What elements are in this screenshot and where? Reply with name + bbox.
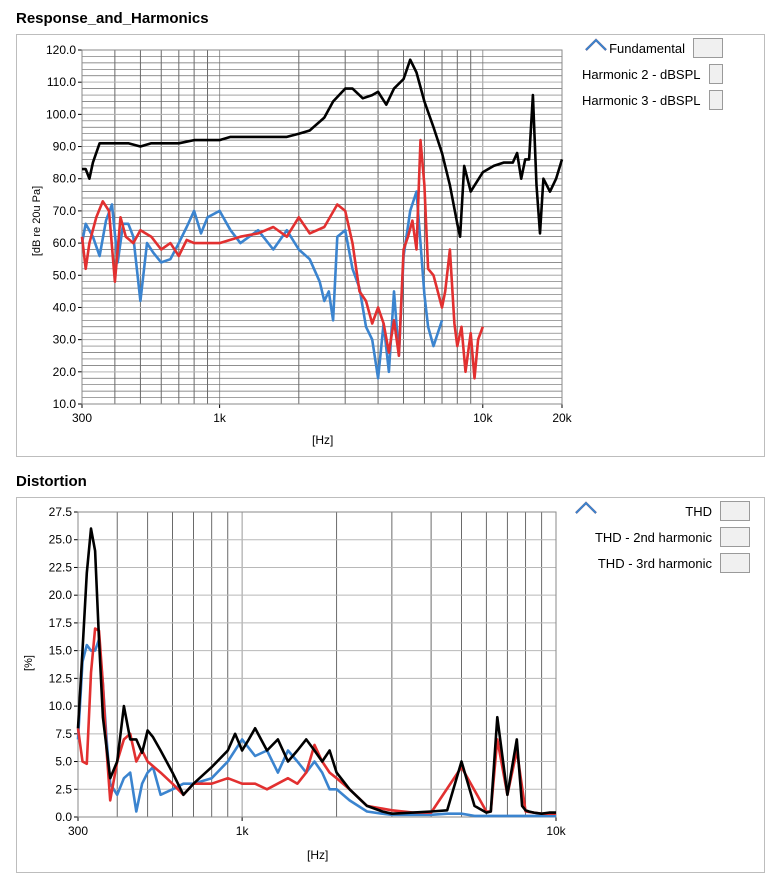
distortion-legend: THD THD - 2nd harmonic THD - 3rd harmoni… [572,498,750,576]
series-line [76,527,556,816]
response-ylabel: [dB re 20u Pa] [31,185,43,257]
y-tick-label: 0.0 [55,810,72,824]
y-tick-label: 50.0 [53,268,77,282]
y-tick-label: 12.5 [49,671,73,685]
y-tick-label: 27.5 [49,505,73,519]
series-line [80,138,485,380]
y-tick-label: 10.0 [53,397,77,411]
y-tick-label: 110.0 [47,75,76,89]
chart-title-distortion: Distortion [16,473,87,490]
legend-label: THD [685,503,712,519]
x-tick-label: 10k [473,411,493,425]
chart-title-response: Response_and_Harmonics [16,10,209,27]
y-tick-label: 30.0 [53,333,77,347]
y-tick-label: 60.0 [53,236,77,250]
legend-label: THD - 3rd harmonic [597,555,712,571]
y-tick-label: 40.0 [53,300,77,314]
y-tick-label: 22.5 [49,560,73,574]
legend-item-harmonic-2[interactable]: Harmonic 2 - dBSPL [582,38,723,87]
distortion-ylabel: [%] [23,655,35,671]
legend-label: Harmonic 3 - dBSPL [582,92,701,108]
y-tick-label: 10.0 [49,699,73,713]
response-legend: Fundamental Harmonic 2 - dBSPL Harmonic … [582,35,723,113]
y-tick-label: 2.5 [55,782,72,796]
y-tick-label: 80.0 [53,172,77,186]
x-tick-label: 10k [546,824,566,838]
y-tick-label: 7.5 [55,727,72,741]
legend-item-harmonic-3[interactable]: Harmonic 3 - dBSPL [582,38,723,113]
y-tick-label: 17.5 [49,616,73,630]
plot-frame [77,511,557,818]
legend-label: Harmonic 2 - dBSPL [582,66,701,82]
y-tick-label: 120.0 [46,43,76,57]
legend-item-thd-2nd[interactable]: THD - 2nd harmonic [572,501,750,550]
y-tick-label: 100.0 [46,107,76,121]
legend-swatch-black[interactable] [585,38,723,58]
legend-swatch-red[interactable] [575,501,750,547]
legend-item-thd-3rd[interactable]: THD - 3rd harmonic [572,501,750,576]
series-line [82,58,564,238]
legend-label: Fundamental [609,40,685,56]
y-tick-label: 25.0 [49,533,73,547]
y-tick-label: 90.0 [53,140,77,154]
y-tick-label: 20.0 [53,365,77,379]
response-xlabel: [Hz] [312,433,334,447]
plot-frame [81,49,563,405]
legend-swatch-blue[interactable] [585,38,723,110]
y-tick-label: 5.0 [55,755,72,769]
legend-swatch-red[interactable] [585,38,723,84]
x-tick-label: 1k [236,824,250,838]
distortion-xlabel: [Hz] [307,848,329,862]
series-line [80,190,444,380]
x-tick-label: 20k [552,411,572,425]
x-tick-label: 300 [68,824,88,838]
y-tick-label: 70.0 [53,204,77,218]
y-tick-label: 15.0 [49,644,73,658]
legend-swatch-blue[interactable] [575,501,750,573]
legend-label: THD - 2nd harmonic [594,529,712,545]
legend-swatch-black[interactable] [575,501,750,521]
x-tick-label: 300 [72,411,92,425]
legend-item-thd[interactable]: THD [572,498,750,524]
y-tick-label: 20.0 [49,588,73,602]
x-tick-label: 1k [213,411,227,425]
